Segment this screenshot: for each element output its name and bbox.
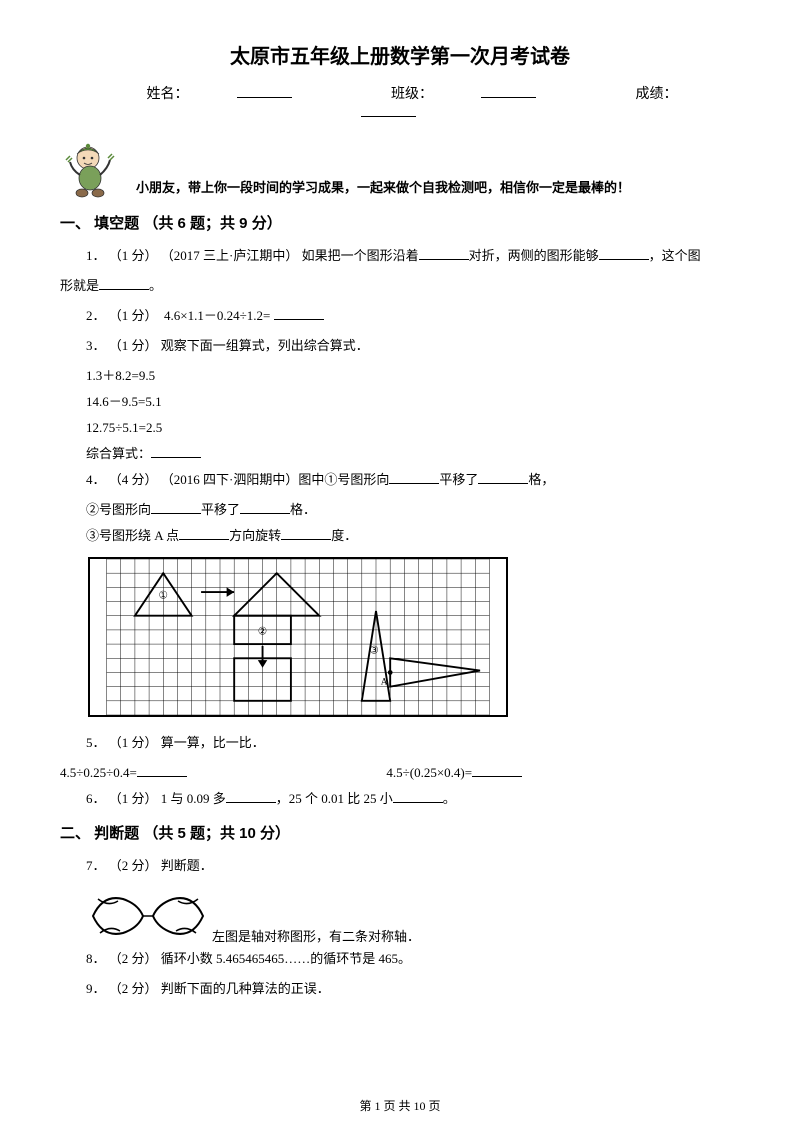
section-1-header: 一、 填空题 （共 6 题；共 9 分）	[60, 212, 740, 233]
q3-line2: 14.6－9.5=5.1	[60, 389, 740, 415]
svg-text:②: ②	[258, 627, 267, 638]
section-2-header: 二、 判断题 （共 5 题；共 10 分）	[60, 822, 740, 843]
grid-diagram: ② ③ A ①	[88, 557, 508, 717]
page-title: 太原市五年级上册数学第一次月考试卷	[60, 40, 740, 69]
class-label: 班级：	[367, 87, 560, 102]
question-5-calc: 4.5÷0.25÷0.4= 4.5÷(0.25×0.4)=	[60, 760, 740, 786]
page-footer: 第 1 页 共 10 页	[0, 1097, 800, 1114]
svg-text:①: ①	[159, 591, 168, 602]
question-4-line3: ③号图形绕 A 点方向旋转度．	[60, 523, 740, 549]
question-3: 3． （1 分） 观察下面一组算式，列出综合算式．	[60, 333, 740, 359]
question-5: 5． （1 分） 算一算，比一比．	[60, 730, 740, 756]
question-4: 4． （4 分） （2016 四下·泗阳期中）图中①号图形向平移了格，	[60, 467, 740, 493]
question-6: 6． （1 分） 1 与 0.09 多，25 个 0.01 比 25 小。	[60, 786, 740, 812]
mascot-icon	[60, 140, 120, 200]
question-1: 1． （1 分） （2017 三上·庐江期中） 如果把一个图形沿着对折，两侧的图…	[60, 243, 740, 269]
encouragement-text: 小朋友，带上你一段时间的学习成果，一起来做个自我检测吧，相信你一定是最棒的！	[136, 177, 740, 200]
question-4-line2: ②号图形向平移了格．	[60, 497, 740, 523]
question-7-figure-row: 左图是轴对称图形，有二条对称轴．	[60, 883, 740, 946]
leaf-figure-icon	[88, 889, 208, 944]
svg-text:A: A	[381, 678, 388, 688]
name-label: 姓名：	[123, 87, 316, 102]
student-info-row: 姓名： 班级： 成绩：	[60, 83, 740, 122]
q3-line4: 综合算式：	[60, 441, 740, 467]
svg-text:③: ③	[369, 646, 378, 657]
q3-line3: 12.75÷5.1=2.5	[60, 415, 740, 441]
q3-line1: 1.3＋8.2=9.5	[60, 363, 740, 389]
question-7: 7． （2 分） 判断题．	[60, 853, 740, 879]
question-8: 8． （2 分） 循环小数 5.465465465……的循环节是 465。	[60, 946, 740, 972]
question-9: 9． （2 分） 判断下面的几种算法的正误．	[60, 976, 740, 1002]
question-1-cont: 形就是。	[60, 273, 740, 299]
question-7-text: 左图是轴对称图形，有二条对称轴．	[212, 929, 420, 944]
question-2: 2． （1 分） 4.6×1.1－0.24÷1.2=	[60, 303, 740, 329]
